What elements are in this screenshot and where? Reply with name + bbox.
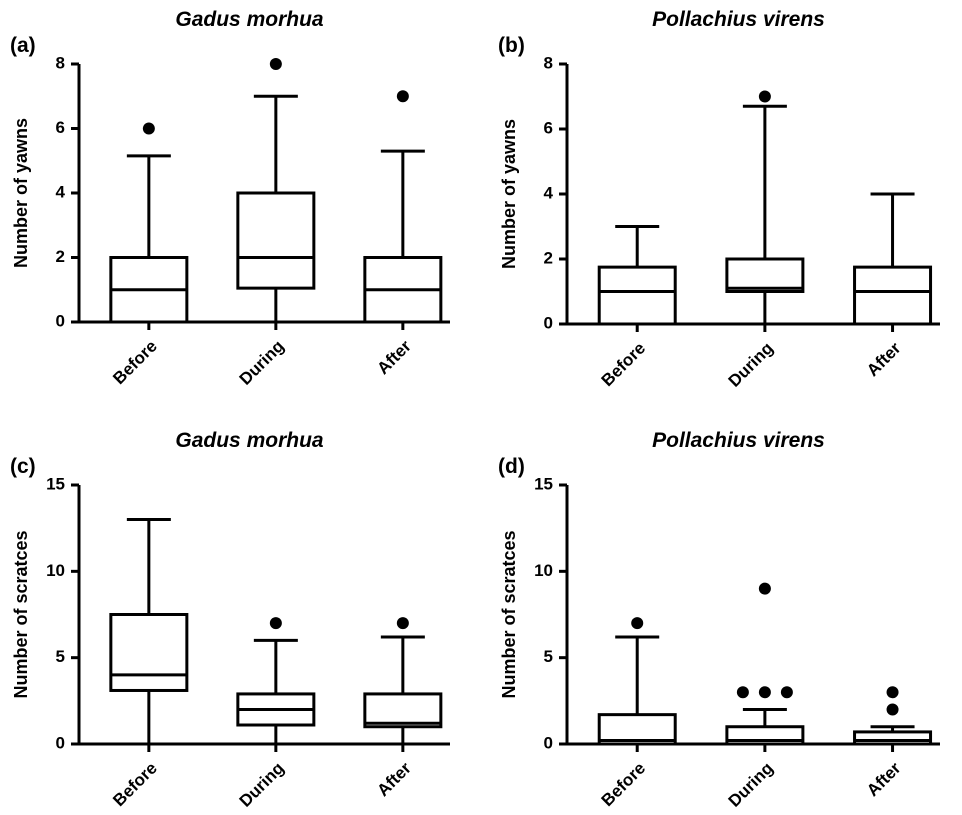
chart-title: Gadus morhua	[175, 8, 324, 31]
outlier	[886, 703, 899, 716]
panel-label: (d)	[498, 455, 525, 478]
outlier	[758, 686, 771, 699]
outlier	[780, 686, 793, 699]
x-tick-label: During	[725, 759, 777, 811]
y-tick-label: 8	[56, 53, 65, 72]
y-tick-label: 6	[544, 118, 553, 137]
box	[597, 265, 677, 326]
outlier	[886, 686, 899, 699]
chart-title: Pollachius virens	[652, 8, 825, 31]
outlier	[396, 617, 409, 630]
x-tick-label: After	[373, 336, 415, 378]
x-tick-label: After	[863, 758, 905, 800]
y-tick-label: 10	[534, 561, 553, 580]
y-tick-label: 0	[56, 733, 65, 752]
chart-title: Gadus morhua	[175, 429, 324, 452]
y-tick-label: 0	[56, 311, 65, 330]
outlier	[269, 617, 282, 630]
y-tick-label: 2	[56, 247, 65, 266]
x-tick-label: After	[373, 758, 415, 800]
box	[363, 692, 443, 729]
box	[725, 257, 805, 293]
y-axis-label: Number of yawns	[11, 118, 31, 268]
y-axis-label: Number of scratces	[11, 530, 31, 698]
y-tick-label: 15	[534, 474, 553, 493]
y-tick-label: 10	[46, 561, 65, 580]
x-tick-label: Before	[598, 759, 650, 811]
x-tick-label: Before	[109, 337, 161, 389]
chart-title: Pollachius virens	[652, 429, 825, 452]
panel-label: (b)	[498, 34, 525, 57]
x-tick-label: During	[725, 339, 777, 391]
y-tick-label: 0	[544, 313, 553, 332]
x-tick-label: After	[863, 338, 905, 380]
outlier	[758, 582, 771, 595]
y-tick-label: 6	[56, 118, 65, 137]
outlier	[631, 617, 644, 630]
box	[109, 613, 189, 692]
outlier	[736, 686, 749, 699]
x-tick-label: Before	[109, 759, 161, 811]
panel-label: (c)	[10, 455, 36, 478]
y-tick-label: 5	[544, 647, 553, 666]
outlier	[396, 90, 409, 103]
y-tick-label: 0	[544, 733, 553, 752]
box	[853, 265, 933, 326]
x-tick-label: During	[236, 337, 288, 389]
outlier	[758, 90, 771, 103]
y-tick-label: 15	[46, 474, 65, 493]
x-tick-label: Before	[598, 339, 650, 391]
y-tick-label: 8	[544, 53, 553, 72]
outlier	[269, 58, 282, 70]
box	[236, 191, 316, 290]
panel-label: (a)	[10, 34, 36, 57]
outlier	[142, 122, 155, 135]
y-tick-label: 5	[56, 647, 65, 666]
x-tick-label: During	[236, 759, 288, 811]
y-tick-label: 2	[544, 248, 553, 267]
y-axis-label: Number of yawns	[499, 119, 519, 269]
y-axis-label: Number of scratces	[499, 530, 519, 698]
box	[853, 730, 933, 746]
y-tick-label: 4	[56, 182, 66, 201]
y-tick-label: 4	[544, 183, 554, 202]
